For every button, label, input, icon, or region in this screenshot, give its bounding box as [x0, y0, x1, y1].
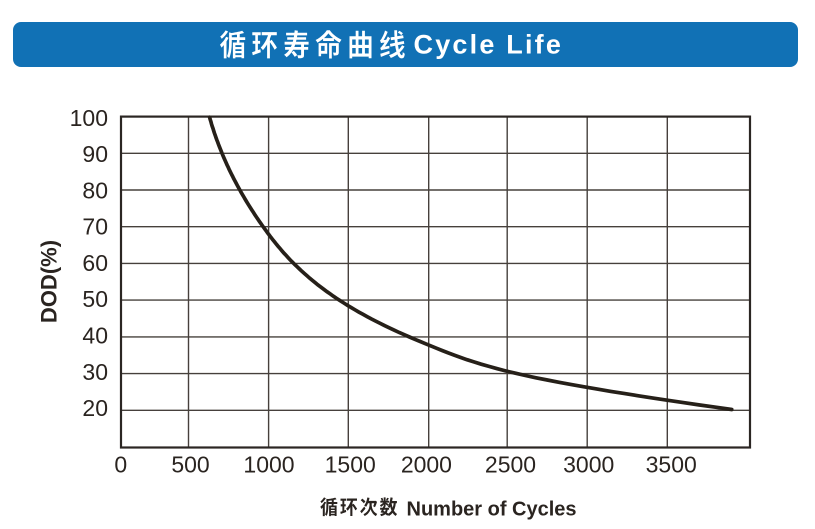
svg-text:2500: 2500 — [485, 451, 536, 477]
svg-text:1000: 1000 — [243, 451, 294, 477]
svg-text:30: 30 — [82, 359, 108, 385]
svg-text:20: 20 — [82, 395, 108, 421]
svg-text:0: 0 — [114, 451, 127, 477]
svg-text:1500: 1500 — [325, 451, 376, 477]
svg-text:50: 50 — [82, 286, 108, 312]
svg-text:70: 70 — [82, 214, 108, 240]
svg-text:80: 80 — [82, 177, 108, 203]
svg-text:90: 90 — [82, 141, 108, 167]
svg-text:500: 500 — [171, 451, 209, 477]
svg-text:3500: 3500 — [646, 451, 697, 477]
svg-text:60: 60 — [82, 250, 108, 276]
svg-text:3000: 3000 — [563, 451, 614, 477]
svg-text:DOD(%): DOD(%) — [37, 240, 62, 323]
svg-text:2000: 2000 — [401, 451, 452, 477]
svg-text:Number of Cycles: Number of Cycles — [407, 499, 577, 521]
svg-text:40: 40 — [82, 323, 108, 349]
svg-text:100: 100 — [70, 105, 108, 131]
svg-text:Cycle Life: Cycle Life — [414, 29, 564, 59]
